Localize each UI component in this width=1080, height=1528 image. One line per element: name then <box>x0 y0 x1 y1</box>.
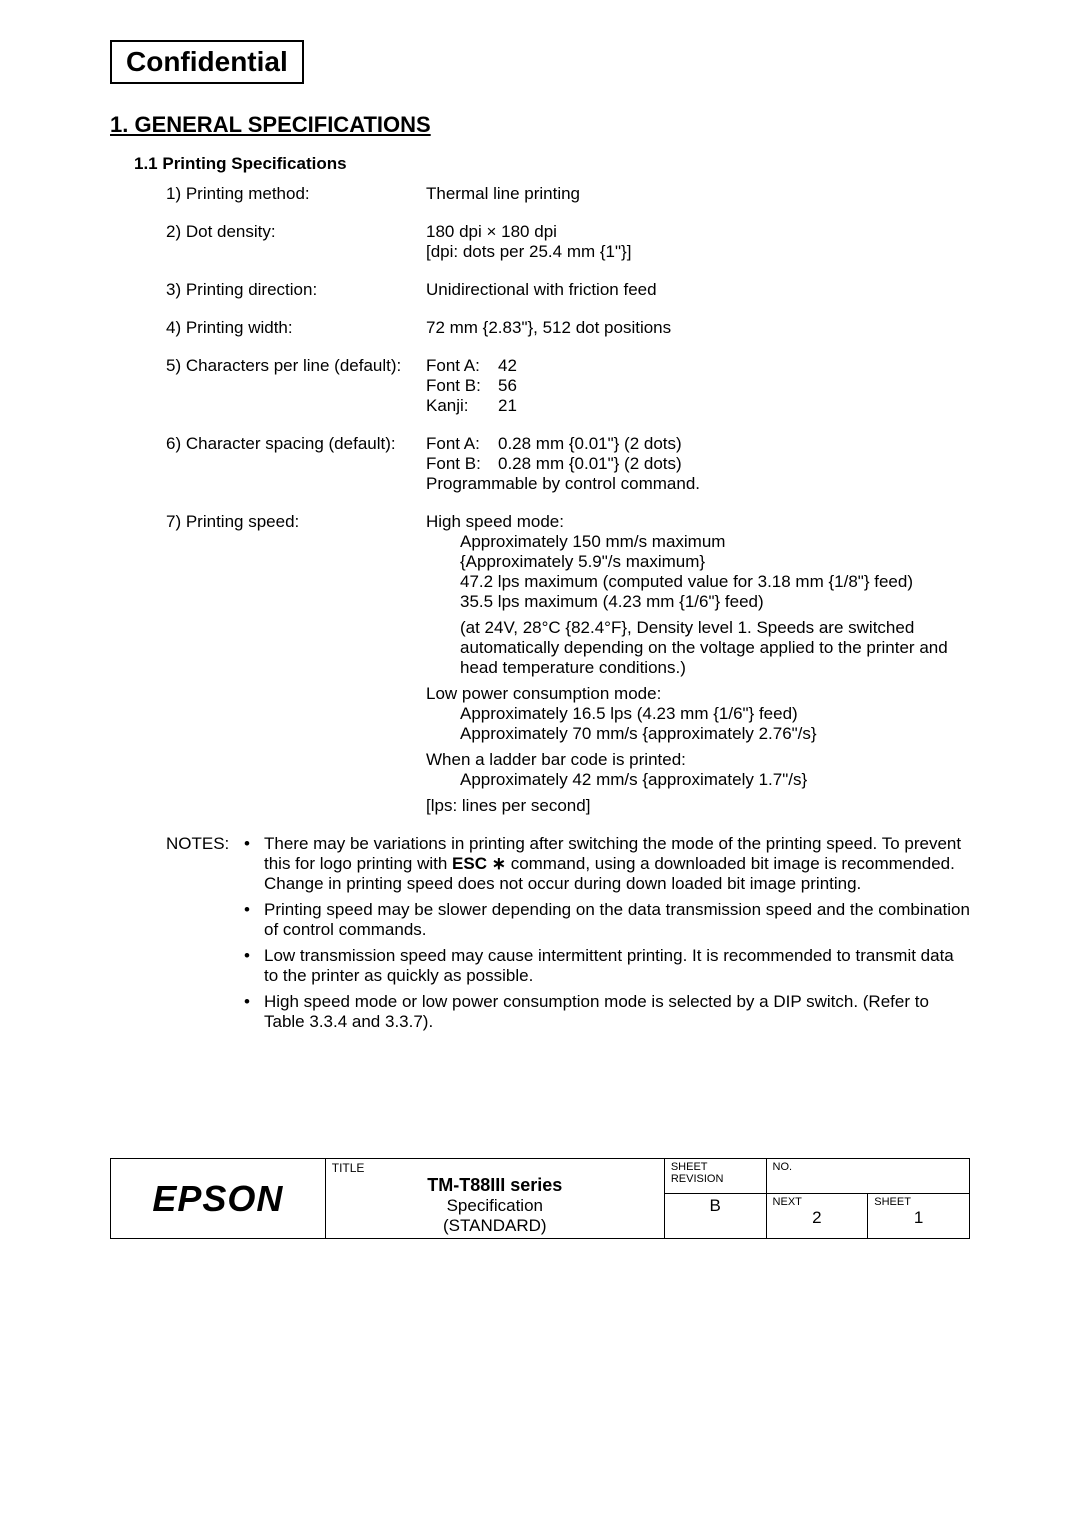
font-name: Kanji: <box>426 396 498 416</box>
note-item: • Printing speed may be slower depending… <box>244 900 970 940</box>
font-val: 56 <box>498 376 517 396</box>
text-line: When a ladder bar code is printed: <box>426 750 970 770</box>
spec-value: Font A:0.28 mm {0.01"} (2 dots) Font B: … <box>426 434 970 494</box>
notes-label: NOTES: <box>166 834 244 1038</box>
footer-table: EPSON TITLE TM-T88III series Specificati… <box>110 1158 970 1239</box>
title-sub: (STANDARD) <box>332 1216 658 1236</box>
text-line: 35.5 lps maximum (4.23 mm {1/6"} feed) <box>460 592 970 612</box>
sheet-label: SHEET <box>874 1196 963 1208</box>
font-name: Font A: <box>426 356 498 376</box>
text-bold: ESC ∗ <box>452 854 506 873</box>
title-sub: Specification <box>332 1196 658 1216</box>
revision-value: B <box>664 1194 766 1239</box>
text-line: Approximately 70 mm/s {approximately 2.7… <box>460 724 970 744</box>
spec-label: 5) Characters per line (default): <box>166 356 426 416</box>
bullet-icon: • <box>244 992 264 1032</box>
text-line: Approximately 42 mm/s {approximately 1.7… <box>460 770 970 790</box>
bullet-icon: • <box>244 900 264 940</box>
section-heading: 1. GENERAL SPECIFICATIONS <box>110 112 970 138</box>
spec-item-5: 5) Characters per line (default): Font A… <box>166 356 970 416</box>
notes-block: NOTES: • There may be variations in prin… <box>166 834 970 1038</box>
text-line: [dpi: dots per 25.4 mm {1"}] <box>426 242 970 262</box>
spec-label: 6) Character spacing (default): <box>166 434 426 494</box>
text-line: High speed mode: <box>426 512 970 532</box>
spec-value: Font A:42 Font B:56 Kanji:21 <box>426 356 970 416</box>
spec-item-1: 1) Printing method: Thermal line printin… <box>166 184 970 204</box>
sheet-revision-label: SHEET REVISION <box>671 1161 760 1185</box>
spec-item-6: 6) Character spacing (default): Font A:0… <box>166 434 970 494</box>
font-name: Font B: <box>426 454 498 474</box>
spec-label: 7) Printing speed: <box>166 512 426 816</box>
subsection-heading: 1.1 Printing Specifications <box>134 154 970 174</box>
spec-value: Unidirectional with friction feed <box>426 280 970 300</box>
bullet-icon: • <box>244 946 264 986</box>
bullet-icon: • <box>244 834 264 894</box>
note-item: • Low transmission speed may cause inter… <box>244 946 970 986</box>
note-text: High speed mode or low power consumption… <box>264 992 970 1032</box>
text-line: Approximately 16.5 lps (4.23 mm {1/6"} f… <box>460 704 970 724</box>
confidential-stamp: Confidential <box>110 40 304 84</box>
spec-label: 3) Printing direction: <box>166 280 426 300</box>
spec-item-7: 7) Printing speed: High speed mode: Appr… <box>166 512 970 816</box>
note-text: Printing speed may be slower depending o… <box>264 900 970 940</box>
text-line: Approximately 150 mm/s maximum <box>460 532 970 552</box>
spec-value: Thermal line printing <box>426 184 970 204</box>
text-line: {Approximately 5.9"/s maximum} <box>460 552 970 572</box>
note-item: • High speed mode or low power consumpti… <box>244 992 970 1032</box>
spec-item-2: 2) Dot density: 180 dpi × 180 dpi [dpi: … <box>166 222 970 262</box>
title-label: TITLE <box>332 1161 658 1175</box>
spec-label: 4) Printing width: <box>166 318 426 338</box>
text-line: Low power consumption mode: <box>426 684 970 704</box>
number-label: NO. <box>773 1161 963 1173</box>
note-text: There may be variations in printing afte… <box>264 834 970 894</box>
text-line: 180 dpi × 180 dpi <box>426 222 970 242</box>
spec-label: 2) Dot density: <box>166 222 426 262</box>
font-val: 0.28 mm {0.01"} (2 dots) <box>498 454 682 474</box>
text-line: (at 24V, 28°C {82.4°F}, Density level 1.… <box>460 618 970 678</box>
font-name: Font A: <box>426 434 498 454</box>
font-val: 0.28 mm {0.01"} (2 dots) <box>498 434 682 454</box>
spec-value: High speed mode: Approximately 150 mm/s … <box>426 512 970 816</box>
text-line: Programmable by control command. <box>426 474 970 494</box>
spec-value: 72 mm {2.83"}, 512 dot positions <box>426 318 970 338</box>
note-text: Low transmission speed may cause intermi… <box>264 946 970 986</box>
font-val: 42 <box>498 356 517 376</box>
font-val: 21 <box>498 396 517 416</box>
font-name: Font B: <box>426 376 498 396</box>
text-line: 47.2 lps maximum (computed value for 3.1… <box>460 572 970 592</box>
brand-logo: EPSON <box>111 1159 326 1239</box>
title-main: TM-T88III series <box>332 1175 658 1196</box>
next-value: 2 <box>773 1208 862 1228</box>
text-line: [lps: lines per second] <box>426 796 970 816</box>
spec-item-4: 4) Printing width: 72 mm {2.83"}, 512 do… <box>166 318 970 338</box>
spec-label: 1) Printing method: <box>166 184 426 204</box>
next-label: NEXT <box>773 1196 862 1208</box>
note-item: • There may be variations in printing af… <box>244 834 970 894</box>
spec-value: 180 dpi × 180 dpi [dpi: dots per 25.4 mm… <box>426 222 970 262</box>
spec-item-3: 3) Printing direction: Unidirectional wi… <box>166 280 970 300</box>
sheet-value: 1 <box>874 1208 963 1228</box>
